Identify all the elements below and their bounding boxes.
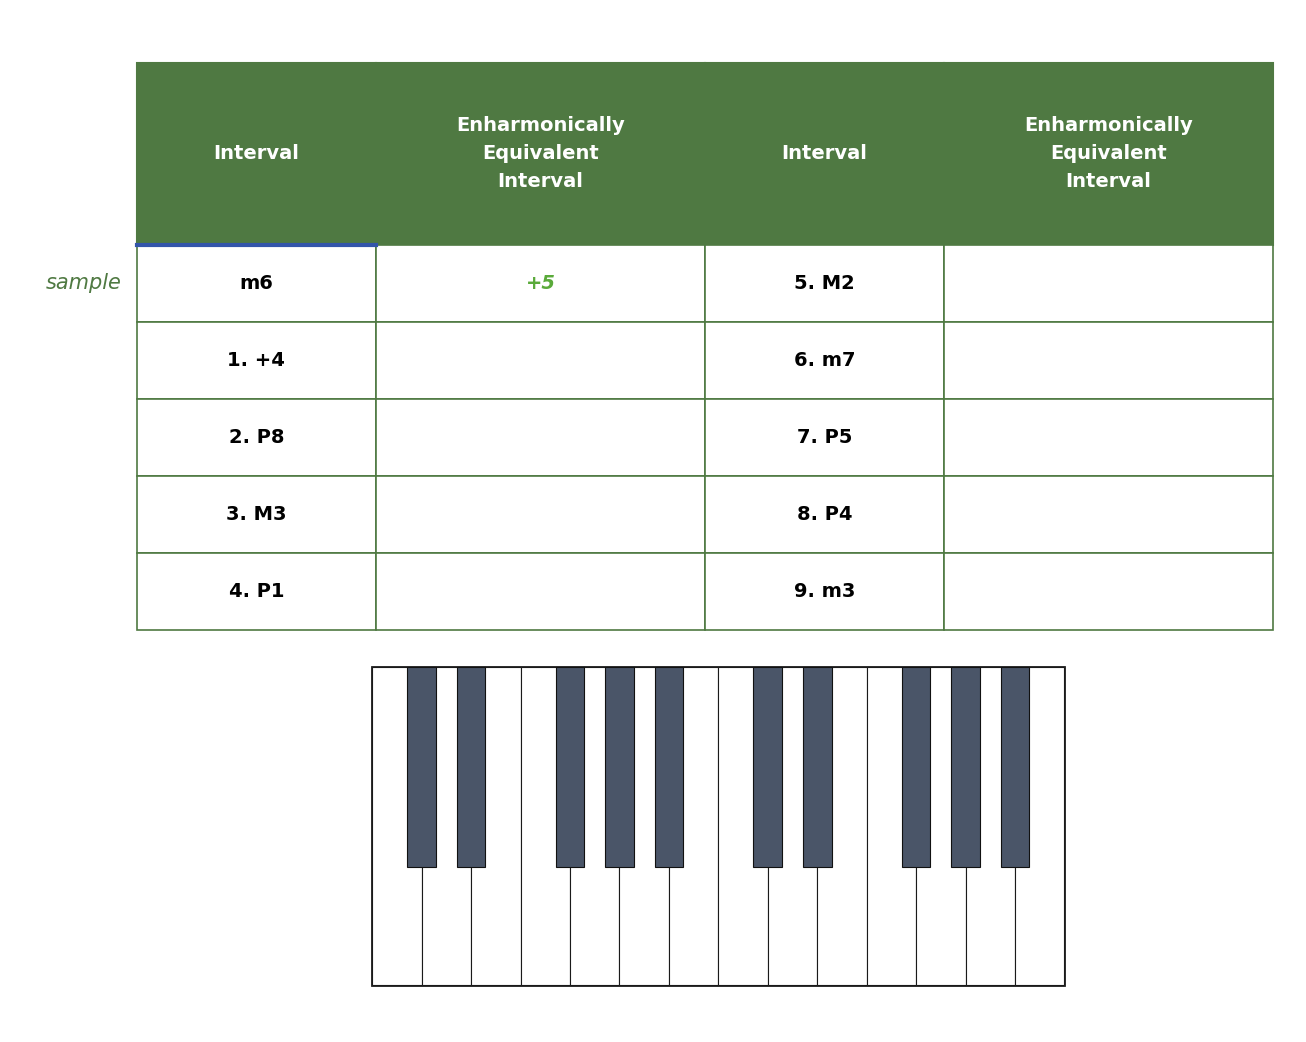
- Bar: [754, 667, 782, 867]
- Text: 6. m7: 6. m7: [794, 351, 855, 370]
- Bar: [555, 667, 584, 867]
- Bar: [619, 667, 669, 985]
- Bar: [916, 667, 965, 985]
- Bar: [867, 667, 916, 985]
- Text: Enharmonically
Equivalent
Interval: Enharmonically Equivalent Interval: [456, 117, 624, 191]
- Bar: [669, 667, 718, 985]
- Bar: [376, 399, 705, 476]
- Bar: [705, 322, 944, 399]
- Bar: [705, 399, 944, 476]
- Bar: [407, 667, 436, 867]
- Text: m6: m6: [239, 274, 273, 293]
- Bar: [372, 667, 1064, 985]
- Bar: [376, 245, 705, 322]
- Text: 9. m3: 9. m3: [794, 582, 855, 601]
- Text: 3. M3: 3. M3: [226, 505, 287, 524]
- Text: sample: sample: [46, 273, 121, 294]
- Bar: [569, 667, 619, 985]
- Bar: [1015, 667, 1064, 985]
- Bar: [944, 322, 1273, 399]
- Bar: [901, 667, 930, 867]
- Bar: [376, 63, 705, 245]
- Text: 7. P5: 7. P5: [797, 428, 853, 447]
- Bar: [768, 667, 818, 985]
- Bar: [944, 399, 1273, 476]
- Bar: [137, 322, 376, 399]
- Bar: [605, 667, 633, 867]
- Bar: [818, 667, 867, 985]
- Bar: [944, 63, 1273, 245]
- Bar: [422, 667, 471, 985]
- Bar: [944, 476, 1273, 553]
- Bar: [944, 245, 1273, 322]
- Text: 2. P8: 2. P8: [229, 428, 285, 447]
- Text: Interval: Interval: [781, 144, 867, 164]
- Bar: [457, 667, 486, 867]
- Text: +5: +5: [525, 274, 555, 293]
- Text: 1. +4: 1. +4: [227, 351, 286, 370]
- Text: 8. P4: 8. P4: [797, 505, 853, 524]
- Bar: [376, 476, 705, 553]
- Text: Interval: Interval: [213, 144, 299, 164]
- Text: 4. P1: 4. P1: [229, 582, 285, 601]
- Bar: [705, 476, 944, 553]
- Text: 5. M2: 5. M2: [794, 274, 855, 293]
- Bar: [376, 322, 705, 399]
- Bar: [376, 553, 705, 630]
- Bar: [372, 667, 422, 985]
- Text: Enharmonically
Equivalent
Interval: Enharmonically Equivalent Interval: [1024, 117, 1192, 191]
- Bar: [705, 553, 944, 630]
- Bar: [803, 667, 832, 867]
- Bar: [654, 667, 683, 867]
- Bar: [471, 667, 521, 985]
- Bar: [137, 553, 376, 630]
- Bar: [965, 667, 1015, 985]
- Bar: [137, 476, 376, 553]
- Bar: [137, 63, 376, 245]
- Bar: [1000, 667, 1029, 867]
- Bar: [944, 553, 1273, 630]
- Bar: [951, 667, 980, 867]
- Bar: [705, 63, 944, 245]
- Bar: [521, 667, 569, 985]
- Bar: [137, 245, 376, 322]
- Bar: [137, 399, 376, 476]
- Bar: [718, 667, 768, 985]
- Bar: [705, 245, 944, 322]
